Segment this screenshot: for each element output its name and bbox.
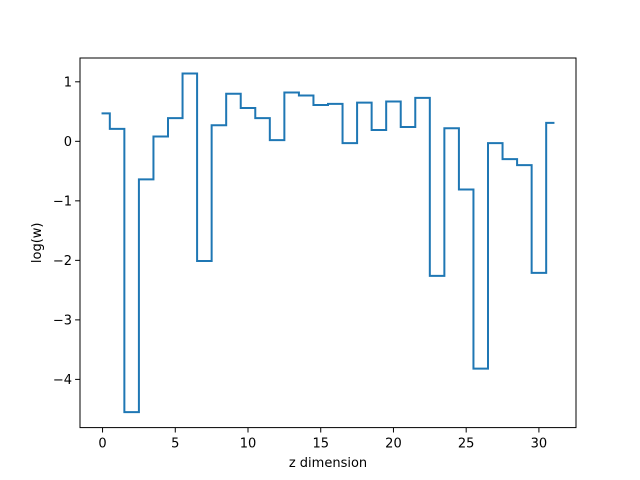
x-tick-label: 25 [458,437,475,452]
y-axis-ticks: −4 −3 −2 −1 0 1 [53,75,80,388]
plot-content [101,72,555,414]
series-line-0 [101,72,555,414]
x-axis-ticks: 0 5 10 15 20 25 30 [98,427,548,452]
y-tick-label: −1 [53,194,72,209]
plot-frame [79,57,577,429]
y-tick-label: −4 [53,373,72,388]
x-tick-label: 10 [240,437,257,452]
x-axis-label: z dimension [289,456,367,471]
y-axis-label: log(w) [30,223,45,264]
y-tick-label: 1 [64,75,72,90]
y-tick-label: −2 [53,254,72,269]
x-tick-label: 0 [98,437,106,452]
x-tick-label: 30 [531,437,548,452]
x-tick-label: 5 [171,437,179,452]
y-tick-label: 0 [64,135,72,150]
x-tick-label: 20 [385,437,402,452]
x-tick-label: 15 [312,437,329,452]
y-tick-label: −3 [53,313,72,328]
